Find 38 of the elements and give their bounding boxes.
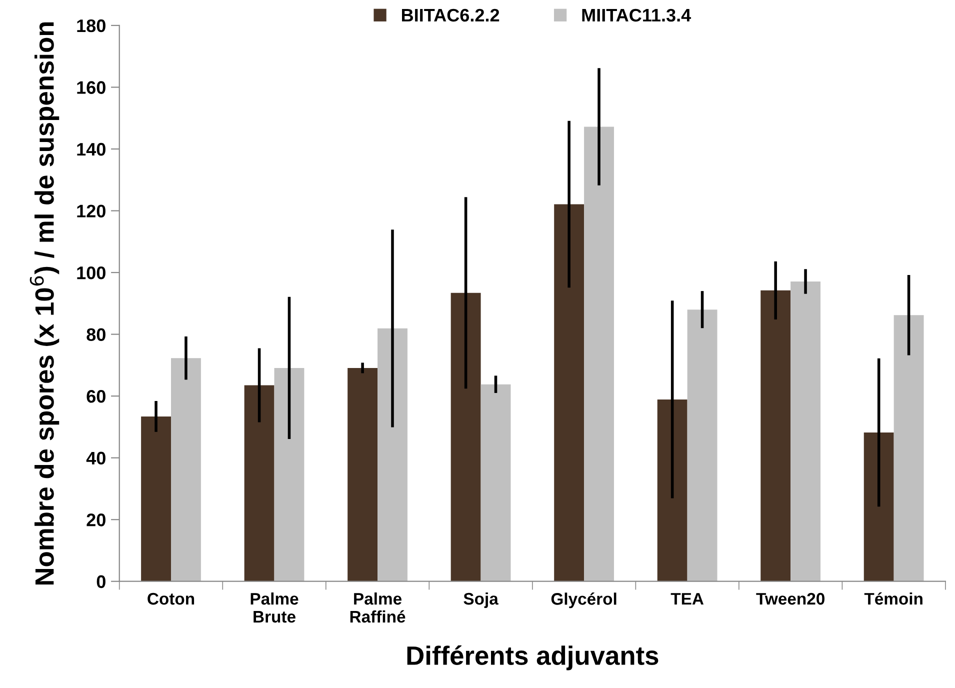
x-tick-label: Témoin: [864, 592, 922, 605]
legend-label: BIITAC6.2.2: [402, 8, 500, 22]
y-tick-label: 40: [86, 452, 106, 465]
bar: [584, 126, 614, 582]
y-axis-title: Nombre de spores (x 10$^{6}$) / ml de suspension: [30, 22, 60, 585]
bar: [141, 416, 172, 582]
x-tick-label: Palme Brute: [250, 592, 298, 623]
bar: [348, 368, 378, 582]
bar: [554, 204, 584, 582]
x-tick-label: Tween20: [756, 592, 824, 605]
x-tick-label: Glycérol: [551, 592, 616, 608]
x-tick-label: TEA: [670, 593, 704, 605]
y-tick-label: 100: [77, 266, 106, 280]
x-tick-label: Soja: [464, 592, 498, 608]
y-tick-label: 180: [77, 19, 106, 32]
y-tick-label: 0: [96, 575, 106, 588]
y-tick-label: 120: [77, 204, 106, 218]
bar: [450, 292, 481, 582]
bar: [760, 290, 791, 582]
bar: [171, 358, 201, 582]
y-tick-label: 140: [77, 142, 106, 156]
bar: [687, 310, 718, 582]
y-tick-label: 60: [86, 390, 106, 403]
x-tick-label: Coton: [148, 592, 194, 605]
bar: [790, 281, 821, 582]
y-tick-label: 20: [86, 514, 106, 526]
bar: [864, 432, 894, 582]
bar: [894, 315, 924, 582]
bar: [480, 384, 511, 582]
bar: [378, 328, 408, 582]
y-tick-label: 80: [86, 328, 106, 342]
bar: [274, 368, 304, 582]
legend-label: MIITAC11.3.4: [582, 8, 692, 22]
bar: [244, 385, 274, 582]
y-tick-label: 160: [77, 81, 106, 94]
x-axis-title: Différents adjuvants: [407, 645, 658, 670]
x-tick-label: Palme Raffiné: [350, 592, 406, 623]
bar: [657, 399, 688, 582]
